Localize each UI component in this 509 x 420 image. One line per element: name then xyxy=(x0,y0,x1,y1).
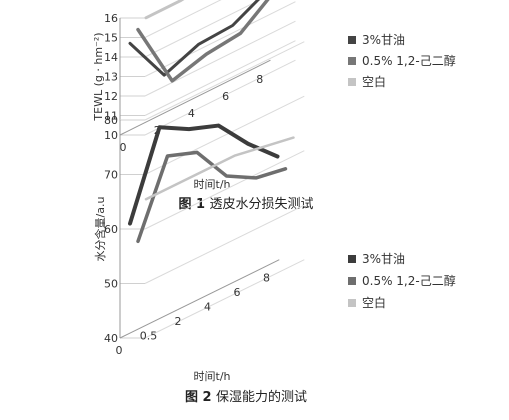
series-line xyxy=(128,123,280,226)
x-axis xyxy=(119,259,280,339)
x-tick-label: 8 xyxy=(256,73,263,86)
gridline xyxy=(144,0,183,19)
gridline xyxy=(144,259,305,339)
y-tick-label: 70 xyxy=(104,169,118,182)
figure-caption: 图 2 保湿能力的测试 xyxy=(185,389,307,405)
x-tick-label: 0 xyxy=(120,141,127,154)
legend-label: 空白 xyxy=(362,295,386,310)
y-tick-label: 15 xyxy=(104,32,118,45)
legend-swatch xyxy=(348,36,356,44)
figure-caption: 图 1 透皮水分损失测试 xyxy=(178,197,313,212)
gridline xyxy=(144,204,305,284)
x-tick-label: 0 xyxy=(116,344,123,357)
x-tick-label: 4 xyxy=(188,107,195,120)
legend-label: 3%甘油 xyxy=(362,33,405,47)
series-line xyxy=(128,0,260,77)
gridline xyxy=(144,0,222,38)
legend-swatch xyxy=(348,57,356,65)
series-line xyxy=(136,150,288,244)
chart-moisture: 405060708000.52468水分含量/a.u时间t/h3%甘油0.5% … xyxy=(93,41,456,405)
gridline xyxy=(144,1,296,77)
legend-swatch xyxy=(348,277,356,285)
x-tick-label: 0.5 xyxy=(140,330,158,343)
y-tick-label: 14 xyxy=(104,51,118,64)
gridline xyxy=(144,95,305,175)
x-tick-label: 8 xyxy=(263,272,270,285)
series-group xyxy=(128,0,270,83)
legend-swatch xyxy=(348,78,356,86)
gridline xyxy=(144,150,305,230)
y-tick-label: 40 xyxy=(104,332,118,345)
series-line xyxy=(136,0,270,83)
x-axis-label: 时间t/h xyxy=(194,178,231,191)
y-axis-label: 水分含量/a.u xyxy=(93,197,107,262)
legend-label: 3%甘油 xyxy=(362,252,405,266)
gridline xyxy=(144,0,261,58)
y-tick-label: 50 xyxy=(104,278,118,291)
gridline xyxy=(144,20,296,97)
gridlines xyxy=(120,0,296,136)
caption-text: 保湿能力的测试 xyxy=(216,389,307,405)
y-tick-label: 16 xyxy=(104,12,118,25)
y-tick-label: 12 xyxy=(104,90,118,103)
legend-swatch xyxy=(348,299,356,307)
y-tick-label: 10 xyxy=(104,129,118,142)
series-line xyxy=(144,136,295,201)
gridline xyxy=(144,41,305,121)
series-line xyxy=(144,0,185,20)
x-tick-label: 6 xyxy=(234,286,241,299)
legend-label: 空白 xyxy=(362,74,386,89)
y-tick-label: 80 xyxy=(104,114,118,127)
x-tick-label: 2 xyxy=(175,315,182,328)
legend-label: 0.5% 1,2-己二醇 xyxy=(362,273,456,288)
y-tick-label: 60 xyxy=(104,223,118,236)
x-tick-label: 6 xyxy=(222,90,229,103)
y-tick-label: 13 xyxy=(104,71,118,84)
x-tick-label: 4 xyxy=(204,301,211,314)
caption-label: 图 2 xyxy=(185,390,216,405)
y-tick-label: 11 xyxy=(104,110,118,123)
x-axis xyxy=(119,59,271,136)
legend-swatch xyxy=(348,255,356,263)
y-axis-label: TEWL (g · hm⁻²) xyxy=(92,32,105,121)
gridline xyxy=(144,40,296,116)
gridline xyxy=(144,59,296,136)
legend-label: 0.5% 1,2-己二醇 xyxy=(362,53,456,68)
series-group xyxy=(128,123,295,244)
axes: 40 50 60 70 80 0 0.5 2 4 6 8 水分含量/a.u 时间t/h xyxy=(93,114,280,383)
x-axis-label: 时间t/h xyxy=(194,370,231,383)
caption-text: 透皮水分损失测试 xyxy=(210,197,314,212)
